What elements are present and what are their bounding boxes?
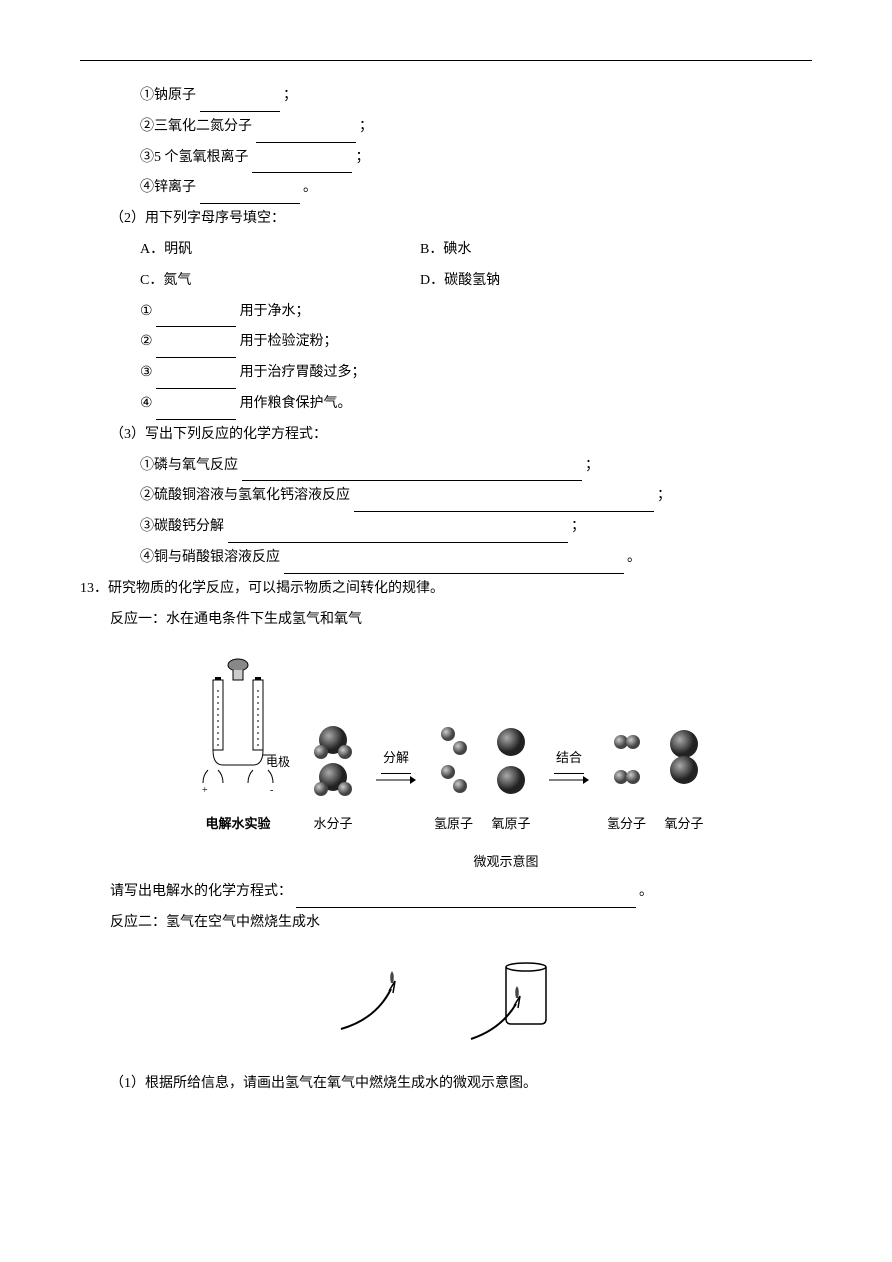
o2-molecule-group: 氧分子 [664, 722, 704, 839]
apparatus-label: 电解水实验 [205, 810, 270, 839]
item-4-suffix: 。 [303, 180, 317, 195]
blank [156, 403, 236, 420]
eq-3-text: ③碳酸钙分解 [140, 519, 224, 534]
q13-sub1: （1）根据所给信息，请画出氢气在氧气中燃烧生成水的微观示意图。 [110, 1069, 812, 1100]
option-d: D．碳酸氢钠 [420, 266, 500, 297]
blank [256, 126, 356, 143]
part3-intro: （3）写出下列反应的化学方程式： [110, 420, 812, 451]
water-label: 水分子 [313, 810, 352, 839]
option-b: B．碘水 [420, 235, 471, 266]
eq-4-suffix: 。 [627, 550, 641, 565]
item-1-text: ①钠原子 [140, 88, 196, 103]
eq-2-text: ②硫酸铜溶液与氢氧化钙溶液反应 [140, 488, 350, 503]
top-rule [80, 60, 812, 61]
o2-molecule-icon [664, 722, 704, 802]
fill-2: ② 用于检验淀粉； [140, 327, 812, 358]
svg-text:+: + [202, 785, 208, 795]
eq-1-text: ①磷与氧气反应 [140, 458, 238, 473]
eq-1-suffix: ； [585, 458, 599, 473]
eq-3: ③碳酸钙分解 ； [140, 512, 812, 543]
electrolysis-diagram: + - 电极 电解水实验 水分子 分解 [80, 655, 812, 838]
item-2: ②三氧化二氮分子 ； [140, 112, 812, 143]
fill-1-pre: ① [140, 304, 153, 319]
fill-4-post: 用作粮食保护气。 [240, 396, 352, 411]
eq-2-suffix: ； [657, 488, 671, 503]
option-a: A．明矾 [140, 235, 420, 266]
h2-label: 氢分子 [607, 810, 646, 839]
item-3: ③5 个氢氧根离子 ； [140, 143, 812, 174]
blank [354, 495, 654, 512]
h2-molecule-group: 氢分子 [607, 722, 646, 839]
o2-label: 氧分子 [665, 810, 704, 839]
h-atom-group: 氢原子 [434, 722, 473, 839]
blank [296, 891, 636, 908]
item-4-text: ④锌离子 [140, 180, 196, 195]
eq-4: ④铜与硝酸银溶液反应 。 [140, 543, 812, 574]
item-3-suffix: ； [356, 150, 370, 165]
eq-4-text: ④铜与硝酸银溶液反应 [140, 550, 280, 565]
fill-2-post: 用于检验淀粉； [240, 334, 338, 349]
part2-intro: （2）用下列字母序号填空： [110, 204, 812, 235]
fill-3: ③ 用于治疗胃酸过多； [140, 358, 812, 389]
combine-label: 结合 [554, 744, 584, 774]
blank [156, 341, 236, 358]
blank [284, 557, 624, 574]
option-c: C．氮气 [140, 266, 420, 297]
svg-text:-: - [270, 785, 273, 795]
q13-intro: 13．研究物质的化学反应，可以揭示物质之间转化的规律。 [80, 574, 812, 605]
eq-prompt: 请写出电解水的化学方程式： [110, 884, 292, 899]
blank [228, 526, 568, 543]
eq-2: ②硫酸铜溶液与氢氧化钙溶液反应 ； [140, 481, 812, 512]
fill-4: ④ 用作粮食保护气。 [140, 389, 812, 420]
fill-3-pre: ③ [140, 365, 153, 380]
fill-1: ① 用于净水； [140, 297, 812, 328]
blank [242, 465, 582, 482]
fill-4-pre: ④ [140, 396, 153, 411]
water-molecule-group: 水分子 [308, 722, 358, 839]
apparatus: + - 电极 电解水实验 [188, 655, 288, 838]
q13-r1-title: 反应一：水在通电条件下生成氢气和氧气 [110, 605, 812, 636]
h2-molecule-icon [609, 722, 645, 802]
options-row-2: C．氮气 D．碳酸氢钠 [140, 266, 812, 297]
diagram-caption: 微观示意图 [200, 848, 812, 877]
item-1: ①钠原子 ； [140, 81, 812, 112]
combustion-diagram [80, 959, 812, 1049]
item-4: ④锌离子 。 [140, 173, 812, 204]
combine-arrow: 结合 [549, 744, 589, 786]
item-2-text: ②三氧化二氮分子 [140, 119, 252, 134]
arrow-icon [376, 774, 416, 786]
item-1-suffix: ； [283, 88, 297, 103]
eq-suffix: 。 [639, 884, 653, 899]
blank [200, 187, 300, 204]
eq-prompt-line: 请写出电解水的化学方程式： 。 [110, 877, 812, 908]
molecules-row: 水分子 分解 氢原子 氧原子 结合 [308, 722, 704, 839]
h-atom-icon [438, 722, 468, 802]
o-atom-group: 氧原子 [491, 722, 531, 839]
options-row-1: A．明矾 B．碘水 [140, 235, 812, 266]
item-2-suffix: ； [359, 119, 373, 134]
combustion-open-icon [331, 959, 431, 1039]
blank [156, 311, 236, 328]
o-atom-icon [491, 722, 531, 802]
fill-2-pre: ② [140, 334, 153, 349]
blank [252, 157, 352, 174]
h-atom-label: 氢原子 [434, 810, 473, 839]
electrode-label: 电极 [266, 749, 290, 775]
item-3-text: ③5 个氢氧根离子 [140, 150, 249, 165]
decompose-label: 分解 [381, 744, 411, 774]
arrow-icon [549, 774, 589, 786]
fill-1-post: 用于净水； [240, 304, 310, 319]
water-molecule-icon [308, 722, 358, 802]
eq-1: ①磷与氧气反应 ； [140, 451, 812, 482]
eq-3-suffix: ； [571, 519, 585, 534]
combustion-beaker-icon [461, 959, 561, 1049]
decompose-arrow: 分解 [376, 744, 416, 786]
blank [200, 95, 280, 112]
q13-r2-title: 反应二：氢气在空气中燃烧生成水 [110, 908, 812, 939]
fill-3-post: 用于治疗胃酸过多； [240, 365, 366, 380]
blank [156, 372, 236, 389]
o-atom-label: 氧原子 [491, 810, 530, 839]
